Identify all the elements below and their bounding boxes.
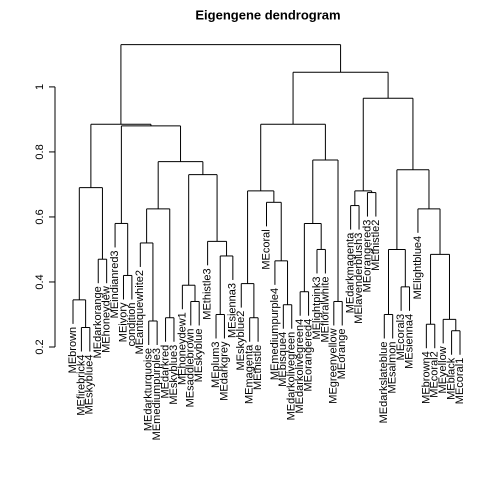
leaf-label: MEdarkred — [159, 345, 171, 399]
leaf-label: MEfloralwhite — [319, 276, 331, 342]
leaf-label: MEorangered4 — [302, 319, 314, 392]
leaf-label: MEhoneydew1 — [176, 312, 188, 385]
leaf-label: MEorangered3 — [361, 220, 373, 293]
leaf-label: MEskyblue2 — [235, 311, 247, 371]
leaf-label: MEcoral — [260, 229, 272, 269]
leaf-label: MEhoneydew — [101, 286, 113, 353]
leaf-label: MEsienna3 — [227, 283, 239, 338]
leaf-label: MEsalmon — [387, 341, 399, 393]
leaf-label: MEthistle — [252, 345, 264, 390]
leaf-label: MEdarkturquoise — [143, 348, 155, 431]
leaf-label: MEsaddlebrown — [185, 328, 197, 407]
leaf-label: MEplum3 — [210, 341, 222, 387]
leaf-label: MEblack — [445, 357, 457, 400]
leaf-label: MEcoral2 — [429, 351, 441, 397]
leaf-label: MEorange — [336, 328, 348, 379]
leaf-label: MElightblue4 — [412, 236, 424, 300]
chart-title: Eigengene dendrogram — [195, 7, 340, 22]
leaf-label: MEmediumpurple4 — [269, 288, 281, 380]
leaf-label: MElightpink3 — [311, 276, 323, 339]
leaf-label: MEbrown4 — [420, 351, 432, 404]
y-tick-label: 0.4 — [34, 274, 46, 289]
leaf-label: MEivory — [117, 302, 129, 342]
leaf-label: MEcoral3 — [395, 314, 407, 360]
leaf-label: MEskyblue — [193, 328, 205, 382]
leaf-label: MEskyblue4 — [84, 354, 96, 414]
y-tick-label: 0.8 — [34, 144, 46, 159]
y-tick-label: 0.6 — [34, 209, 46, 224]
leaf-label: MEdarkgrey — [218, 341, 230, 401]
leaf-label: MEthistle3 — [202, 268, 214, 319]
y-tick-label: 1 — [34, 84, 46, 90]
leaf-label: MEdarkolivegreen — [286, 332, 298, 421]
leaf-label: MEmagenta — [244, 344, 256, 404]
y-tick-label: 0.2 — [34, 339, 46, 354]
leaf-label: MEdarkslateblue — [378, 341, 390, 423]
leaf-label: MEthistle2 — [370, 220, 382, 271]
leaf-label: MElavenderblush3 — [353, 233, 365, 324]
leaf-label: MEskyblue3 — [168, 345, 180, 405]
leaf-label: MEfirebrick4 — [75, 354, 87, 415]
leaf-label: MEmediumpurple3 — [151, 348, 163, 440]
leaf-label: MEsienna4 — [403, 314, 415, 369]
leaf-label: MEindianred3 — [109, 250, 121, 318]
leaf-label: MEbisque4 — [277, 332, 289, 387]
leaf-label: MEantiquewhite2 — [134, 270, 146, 354]
leaf-label: condition — [126, 302, 138, 346]
leaf-label: MEdarkorange — [92, 286, 104, 358]
leaf-label: MEdarkolivegreen4 — [294, 319, 306, 414]
leaf-label: MEdarkmagenta — [345, 232, 357, 314]
leaf-label: MEbrown — [67, 327, 79, 373]
leaf-label: MEgreenyellow — [328, 328, 340, 403]
leaf-label: MEcoral1 — [454, 358, 466, 404]
leaf-label: MEyellow — [437, 346, 449, 393]
